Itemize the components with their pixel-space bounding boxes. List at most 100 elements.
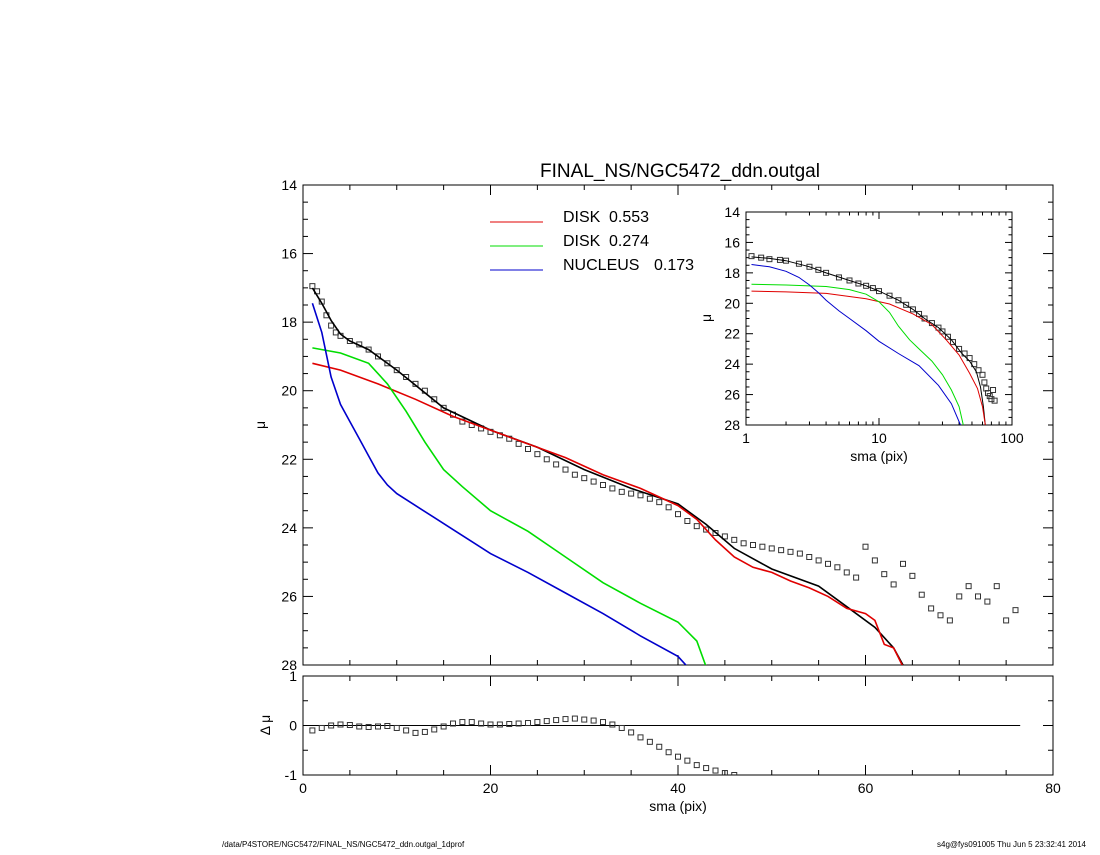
x-tick-label: 100 [1000, 430, 1024, 446]
data-point [956, 345, 963, 352]
data-point [618, 488, 625, 495]
y-tick-label: -1 [285, 767, 298, 783]
data-point [562, 716, 569, 723]
data-point [815, 557, 822, 564]
data-point [993, 583, 1000, 590]
component-series-4-line [311, 303, 687, 665]
data-point [393, 724, 400, 731]
legend-value: 0.274 [609, 233, 649, 250]
data-point [440, 723, 447, 730]
data-point [986, 393, 993, 400]
residual-series-0 [309, 715, 738, 775]
data-point [375, 723, 381, 730]
footer-file-path: /data/P4STORE/NGC5472/FINAL_NS/NGC5472_d… [222, 840, 465, 849]
chart-title: FINAL_NS/NGC5472_ddn.outgal [540, 161, 820, 182]
data-point [944, 333, 951, 340]
panel-2 [745, 211, 1013, 426]
data-point [956, 593, 963, 600]
data-point [412, 729, 419, 736]
data-point [979, 371, 986, 378]
data-point [318, 724, 325, 731]
data-point [1003, 617, 1010, 624]
y-tick-label: 18 [724, 265, 740, 281]
y-tick-label: 26 [281, 588, 297, 604]
component-series-3-line [312, 347, 707, 665]
data-point [346, 722, 353, 729]
data-point [656, 499, 663, 506]
y-tick-label: 22 [724, 326, 740, 342]
data-point [815, 266, 822, 273]
footer-timestamp: s4g@fys091005 Thu Jun 5 23:32:41 2014 [937, 840, 1086, 849]
component-series-2-line [751, 290, 986, 425]
y-tick-label: 26 [724, 387, 740, 403]
data-point [478, 720, 485, 727]
data-point [515, 720, 522, 727]
data-point [984, 598, 991, 605]
y-tick-label: 16 [724, 234, 740, 250]
y-tick-label: 24 [281, 520, 297, 536]
data-point [853, 574, 860, 581]
data-point [506, 721, 513, 728]
data-point [450, 720, 456, 727]
y-axis-label: μ [698, 314, 714, 322]
data-point [309, 283, 316, 290]
x-axis-label: sma (pix) [850, 448, 908, 464]
y-tick-label: 28 [281, 657, 297, 673]
data-point [562, 466, 569, 473]
data-point [365, 346, 372, 353]
data-point [759, 543, 766, 550]
data-point [721, 533, 728, 540]
plot-frame [745, 211, 1013, 426]
data-point [787, 548, 794, 555]
data-point [823, 269, 830, 276]
data-point [393, 367, 400, 374]
panel-0 [302, 184, 1054, 666]
data-point [684, 757, 691, 764]
legend-label: DISK [563, 233, 601, 250]
x-axis-label: sma (pix) [649, 798, 707, 814]
legend [490, 221, 543, 271]
data-point [843, 569, 850, 576]
data-point [384, 722, 391, 729]
data-point [571, 471, 578, 478]
data-point [543, 718, 550, 725]
model-series-1-line [751, 256, 986, 425]
data-point [534, 451, 541, 458]
data-point [534, 719, 541, 726]
data-point [675, 511, 681, 518]
data-point [766, 256, 773, 263]
data-point [731, 772, 738, 775]
data-series-0 [309, 283, 1019, 624]
data-point [846, 277, 853, 284]
data-point [990, 387, 997, 394]
legend-label: DISK [563, 209, 601, 226]
legend-label: NUCLEUS [563, 257, 639, 274]
data-point [881, 571, 888, 578]
model-series-1-line [311, 287, 904, 665]
data-point [965, 583, 972, 590]
y-tick-label: 14 [281, 177, 297, 193]
data-point [656, 743, 663, 750]
data-point [886, 292, 893, 299]
data-point [440, 404, 447, 411]
component-series-2-line [312, 362, 904, 665]
data-point [796, 550, 803, 557]
data-point [863, 282, 870, 289]
data-point [309, 727, 316, 734]
data-point [403, 374, 410, 380]
data-point [637, 492, 644, 499]
y-tick-label: 28 [724, 417, 740, 433]
data-point [590, 717, 597, 724]
data-point [748, 253, 755, 260]
y-tick-label: 22 [281, 451, 297, 467]
y-tick-label: 20 [281, 383, 297, 399]
data-point [618, 724, 625, 731]
data-point [806, 263, 813, 270]
data-point [665, 504, 672, 511]
data-point [328, 722, 335, 729]
data-point [890, 581, 897, 588]
legend-value: 0.553 [609, 209, 649, 226]
y-axis-label: Δ μ [257, 715, 273, 736]
data-point [346, 338, 353, 344]
